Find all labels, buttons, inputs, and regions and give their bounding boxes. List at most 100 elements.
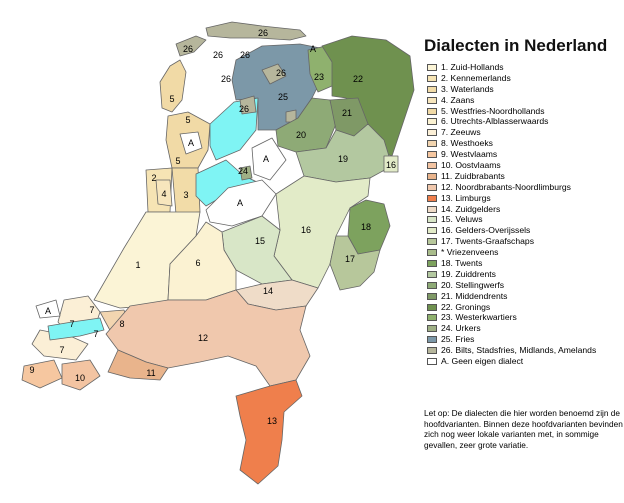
legend-item: 17. Twents-Graafschaps <box>427 236 596 247</box>
legend-item: 8. Westhoeks <box>427 138 596 149</box>
legend-swatch <box>427 357 437 365</box>
region-26-stadsfries-b <box>239 95 257 115</box>
legend-label: 25. Fries <box>441 334 475 345</box>
region-4-zaans <box>155 179 173 207</box>
legend-label: 26. Bilts, Stadsfries, Midlands, Ameland… <box>441 345 597 356</box>
map-label: 16 <box>386 160 396 170</box>
region-5-texel <box>159 59 187 113</box>
map-label: 5 <box>169 94 174 104</box>
legend-swatch <box>427 292 437 300</box>
legend-label: 12. Noordbrabants-Noordlimburgs <box>441 181 571 192</box>
map-label: 26 <box>213 50 223 60</box>
map-label: 26 <box>183 44 193 54</box>
legend-item: 25. Fries <box>427 334 596 345</box>
legend-swatch <box>427 259 437 267</box>
map-regions <box>21 21 415 485</box>
legend-label: 15. Veluws <box>441 214 483 225</box>
legend-swatch <box>427 347 437 355</box>
map-label: 7 <box>59 345 64 355</box>
region-a-wieringen <box>179 131 203 155</box>
legend-swatch <box>427 314 437 322</box>
legend-label: 22. Gronings <box>441 301 491 312</box>
map-label: A <box>237 198 243 208</box>
legend-item: A. Geen eigen dialect <box>427 356 596 367</box>
map-label: 21 <box>342 108 352 118</box>
region-a-noordoostpolder <box>251 137 287 181</box>
map-label: 9 <box>29 365 34 375</box>
map-label: 7 <box>69 319 74 329</box>
map-label: 26 <box>258 28 268 38</box>
legend-label: 14. Zuidgelders <box>441 203 501 214</box>
legend-swatch <box>427 281 437 289</box>
map-label: 20 <box>296 130 306 140</box>
legend-label: 2. Kennemerlands <box>441 72 511 83</box>
map-label: 5 <box>175 156 180 166</box>
region-26-stadsfries-a <box>261 63 287 85</box>
region-11-zuidbrabants <box>107 349 169 381</box>
legend-swatch <box>427 85 437 93</box>
region-26-island-west <box>175 35 207 57</box>
legend-swatch <box>427 161 437 169</box>
legend-swatch <box>427 249 437 257</box>
legend-swatch <box>427 216 437 224</box>
legend-item: 22. Gronings <box>427 302 596 313</box>
map-label: A <box>263 154 269 164</box>
legend-label: 16. Gelders-Overijssels <box>441 225 531 236</box>
map-label: 25 <box>278 92 288 102</box>
legend-swatch <box>427 205 437 213</box>
legend-item: 15. Veluws <box>427 214 596 225</box>
legend-item: 14. Zuidgelders <box>427 204 596 215</box>
legend-item: 24. Urkers <box>427 323 596 334</box>
legend-item: 10. Oostvlaams <box>427 160 596 171</box>
legend-item: 3. Waterlands <box>427 84 596 95</box>
legend-swatch <box>427 194 437 202</box>
legend-item: 11. Zuidbrabants <box>427 171 596 182</box>
legend-item: 4. Zaans <box>427 95 596 106</box>
legend-swatch <box>427 238 437 246</box>
legend-label: 17. Twents-Graafschaps <box>441 236 534 247</box>
region-9-westvlaams <box>21 359 63 389</box>
legend-item: 13. Limburgs <box>427 193 596 204</box>
map-label: A <box>188 138 194 148</box>
legend-swatch <box>427 96 437 104</box>
legend-item: 18. Twents <box>427 258 596 269</box>
map-title: Dialecten in Nederland <box>424 36 608 55</box>
legend-label: 6. Utrechts-Alblasserwaards <box>441 116 549 127</box>
legend-label: * Vriezenveens <box>441 247 499 258</box>
map-label: 15 <box>255 236 265 246</box>
map-label: 14 <box>263 286 273 296</box>
map-label: 7 <box>89 305 94 315</box>
legend-item: 1. Zuid-Hollands <box>427 62 596 73</box>
legend-swatch <box>427 118 437 126</box>
legend-item: 12. Noordbrabants-Noordlimburgs <box>427 182 596 193</box>
map-label: 12 <box>198 333 208 343</box>
map-label: 26 <box>239 104 249 114</box>
legend-label: 11. Zuidbrabants <box>441 170 505 181</box>
map-label: 4 <box>161 189 166 199</box>
legend-swatch <box>427 303 437 311</box>
legend: 1. Zuid-Hollands 2. Kennemerlands 3. Water… <box>427 62 596 367</box>
legend-label: 3. Waterlands <box>441 83 494 94</box>
map-label: 3 <box>183 190 188 200</box>
legend-item: 16. Gelders-Overijssels <box>427 225 596 236</box>
legend-label: 10. Oostvlaams <box>441 160 501 171</box>
legend-label: 23. Westerkwartiers <box>441 312 517 323</box>
legend-item: 21. Middendrents <box>427 291 596 302</box>
map-label: A <box>45 306 51 316</box>
legend-label: 21. Middendrents <box>441 290 508 301</box>
map-label: 18 <box>361 222 371 232</box>
legend-note: Let op: De dialecten die hier worden ben… <box>424 408 623 450</box>
legend-swatch <box>427 63 437 71</box>
region-13-limburgs <box>235 379 303 485</box>
legend-label: 24. Urkers <box>441 323 481 334</box>
legend-swatch <box>427 140 437 148</box>
map-label: A <box>310 44 316 54</box>
legend-label: 1. Zuid-Hollands <box>441 62 504 72</box>
legend-swatch <box>427 227 437 235</box>
legend-swatch <box>427 325 437 333</box>
legend-item: 19. Zuiddrents <box>427 269 596 280</box>
region-17-twents-graafschaps <box>329 235 381 291</box>
map-label: 1 <box>135 260 140 270</box>
legend-label: 9. Westvlaams <box>441 149 498 160</box>
legend-item: * Vriezenveens <box>427 247 596 258</box>
